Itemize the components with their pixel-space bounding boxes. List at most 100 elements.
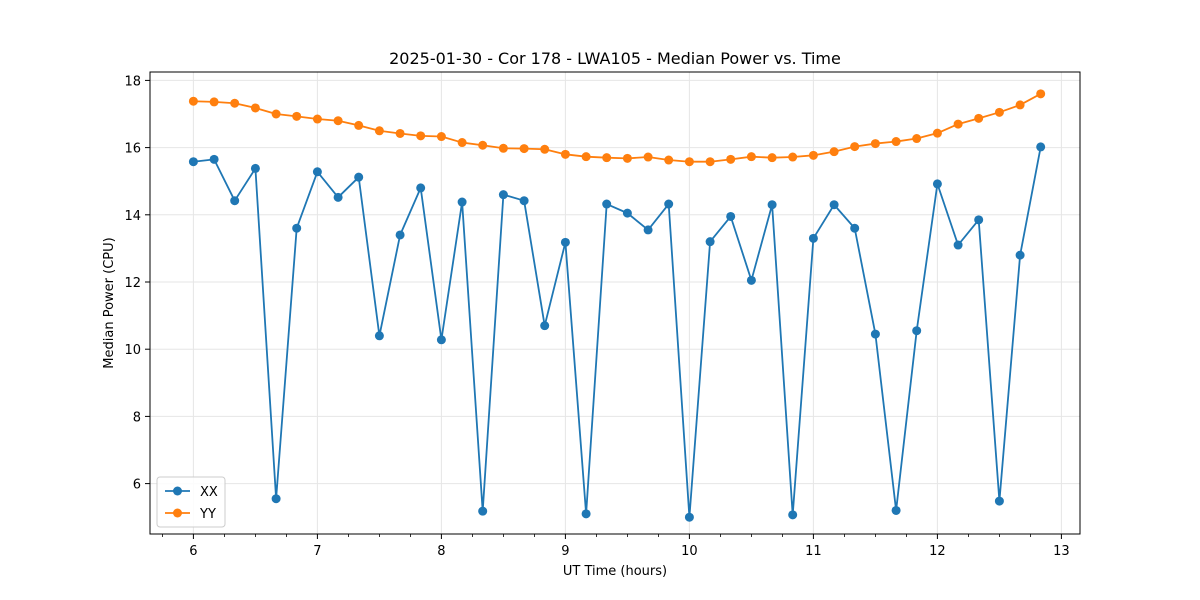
data-point-yy [953, 119, 963, 129]
data-point-yy [767, 153, 777, 163]
data-point-yy [560, 149, 570, 159]
data-point-yy [1015, 100, 1025, 110]
legend-label-xx: XX [200, 485, 218, 500]
y-tick-label: 10 [124, 343, 141, 358]
data-point-xx [932, 179, 942, 189]
y-tick-label: 6 [133, 478, 141, 493]
data-point-xx [436, 335, 446, 345]
legend: XX YY [156, 476, 226, 528]
data-point-yy [250, 103, 260, 113]
data-point-yy [333, 116, 343, 126]
data-point-xx [312, 167, 322, 177]
data-point-xx [1015, 250, 1025, 260]
data-point-xx [870, 329, 880, 339]
data-point-xx [622, 208, 632, 218]
data-point-xx [974, 215, 984, 225]
legend-label-yy: YY [199, 507, 216, 522]
x-tick-label: 9 [561, 544, 569, 559]
data-point-xx [250, 163, 260, 173]
data-point-yy [230, 98, 240, 108]
data-point-yy [271, 109, 281, 119]
data-point-xx [395, 230, 405, 240]
x-tick-label: 6 [189, 544, 197, 559]
data-point-yy [395, 128, 405, 138]
data-point-yy [808, 150, 818, 160]
y-tick-label: 12 [124, 276, 141, 291]
data-point-xx [498, 190, 508, 200]
series-layer [188, 89, 1046, 522]
legend-marker-yy [173, 508, 182, 518]
data-point-yy [312, 114, 322, 124]
data-point-xx [188, 157, 198, 167]
x-axis-label: UT Time (hours) [563, 564, 667, 579]
data-point-yy [519, 144, 529, 154]
data-point-yy [478, 140, 488, 150]
data-point-xx [581, 509, 591, 519]
data-point-xx [374, 331, 384, 341]
data-point-yy [684, 157, 694, 167]
data-point-yy [788, 152, 798, 162]
y-tick-label: 14 [124, 209, 141, 224]
y-axis-label: Median Power (CPU) [102, 237, 117, 368]
data-point-yy [726, 154, 736, 164]
data-point-yy [746, 152, 756, 162]
data-point-xx [643, 225, 653, 235]
data-point-yy [416, 131, 426, 141]
y-tick-label: 16 [124, 142, 141, 157]
data-point-yy [643, 152, 653, 162]
data-point-xx [354, 172, 364, 182]
y-tick-label: 18 [124, 74, 141, 89]
data-point-yy [994, 107, 1004, 117]
plot-area [149, 71, 1081, 535]
data-point-xx [664, 199, 674, 209]
x-tick-label: 8 [437, 544, 445, 559]
data-point-xx [519, 196, 529, 206]
data-point-yy [436, 132, 446, 142]
data-point-yy [1036, 89, 1046, 99]
data-point-yy [209, 97, 219, 107]
data-point-yy [602, 153, 612, 163]
data-point-yy [354, 120, 364, 130]
data-point-xx [271, 494, 281, 504]
data-point-xx [788, 510, 798, 520]
x-tick-label: 12 [929, 544, 946, 559]
data-point-yy [374, 126, 384, 136]
legend-marker-xx [173, 486, 182, 496]
series-line-xx [193, 146, 1042, 519]
data-point-xx [705, 237, 715, 247]
data-point-yy [850, 142, 860, 152]
data-point-yy [540, 144, 550, 154]
x-tick-label: 10 [681, 544, 698, 559]
data-point-xx [953, 240, 963, 250]
data-point-yy [891, 137, 901, 147]
data-point-yy [457, 138, 467, 148]
data-point-xx [560, 237, 570, 247]
data-point-yy [974, 113, 984, 123]
data-point-xx [891, 505, 901, 515]
chart-title: 2025-01-30 - Cor 178 - LWA105 - Median P… [389, 49, 841, 68]
data-point-xx [209, 154, 219, 164]
data-point-xx [746, 275, 756, 285]
data-point-yy [705, 157, 715, 167]
data-point-yy [912, 134, 922, 144]
x-tick-label: 11 [805, 544, 822, 559]
data-point-yy [292, 111, 302, 121]
y-tick-label: 8 [133, 410, 141, 425]
data-point-xx [478, 506, 488, 516]
data-point-xx [829, 200, 839, 210]
grid [150, 72, 1080, 534]
data-point-xx [1036, 142, 1046, 152]
data-point-xx [416, 183, 426, 193]
data-point-xx [230, 196, 240, 206]
axes: 6 7 8 9 10 11 12 13 6 8 10 12 14 16 18 [124, 74, 1069, 559]
data-point-xx [602, 199, 612, 209]
data-point-yy [581, 152, 591, 162]
data-point-xx [333, 192, 343, 202]
x-tick-label: 13 [1053, 544, 1070, 559]
data-point-yy [622, 153, 632, 163]
data-point-yy [829, 147, 839, 157]
x-tick-label: 7 [313, 544, 321, 559]
data-point-xx [850, 223, 860, 233]
data-point-yy [188, 96, 198, 106]
data-point-xx [726, 211, 736, 221]
